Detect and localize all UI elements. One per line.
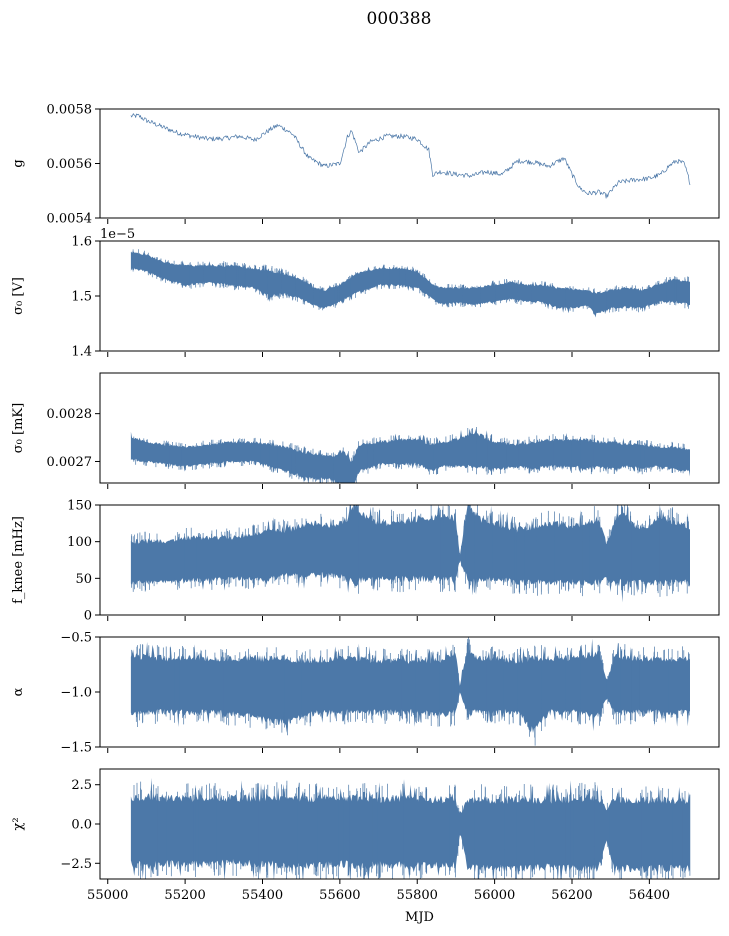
y-tick-label-g-2: 0.0058 <box>47 103 93 118</box>
y-tick-label-alpha-2: −0.5 <box>60 631 92 646</box>
series-band-sigma0_V <box>130 251 690 318</box>
series-whiskers-alpha <box>131 637 690 746</box>
series-whiskers-fknee <box>131 505 689 597</box>
y-tick-label-fknee-0: 0 <box>84 609 92 624</box>
y-tick-label-sigma0_V-1: 1.5 <box>71 290 92 305</box>
y-tick-label-g-0: 0.0054 <box>47 212 93 227</box>
x-tick-label-7: 56400 <box>629 888 670 903</box>
panel-chi2: −2.5 0.0 2.5 χ² 55000 55200 55400 55600 55800 560… <box>11 768 720 925</box>
panel-g: 0.0054 0.0056 0.0058 g <box>11 103 720 227</box>
x-tick-label-5: 56000 <box>474 888 515 903</box>
x-axis-label: MJD <box>405 910 434 925</box>
series-line-g <box>130 113 691 199</box>
x-tick-label-2: 55400 <box>242 888 283 903</box>
y-tick-label-fknee-2: 100 <box>67 535 92 550</box>
axes-frame-g <box>99 108 720 219</box>
x-tick-label-4: 55800 <box>397 888 438 903</box>
y-axis-label-sigma0_V: σ₀ [V] <box>11 277 26 315</box>
y-axis-label-chi2: χ² <box>11 817 26 830</box>
figure-title: 000388 <box>367 9 432 29</box>
series-whiskers-chi2 <box>133 780 691 879</box>
y-tick-label-fknee-3: 150 <box>67 499 92 514</box>
series-whiskers-sigma0_V <box>131 249 689 315</box>
panel-fknee: 0 50 100 150 f_knee [mHz] <box>11 499 720 624</box>
x-tick-label-3: 55600 <box>319 888 360 903</box>
y-tick-label-g-1: 0.0056 <box>47 157 93 172</box>
y-tick-label-sigma0_mK-0: 0.0027 <box>47 455 93 470</box>
panel-alpha: −1.5 −1.0 −0.5 α <box>11 631 720 756</box>
series-band-fknee <box>130 505 690 603</box>
y-tick-label-fknee-1: 50 <box>75 572 92 587</box>
y-axis-label-sigma0_mK: σ₀ [mK] <box>11 403 26 453</box>
y-tick-label-chi2-0: −2.5 <box>60 857 92 872</box>
x-tick-label-1: 55200 <box>164 888 205 903</box>
y-tick-label-alpha-1: −1.0 <box>60 686 92 701</box>
x-tick-label-6: 56200 <box>551 888 592 903</box>
y-tick-label-alpha-0: −1.5 <box>60 741 92 756</box>
series-whiskers-sigma0_mK <box>133 427 685 483</box>
y-tick-label-sigma0_V-0: 1.4 <box>71 345 92 360</box>
x-tick-label-0: 55000 <box>87 888 128 903</box>
y-tick-label-chi2-2: 2.5 <box>71 778 92 793</box>
y-axis-label-fknee: f_knee [mHz] <box>11 516 26 604</box>
y-tick-label-chi2-1: 0.0 <box>71 818 92 833</box>
axes-frame-sigma0_mK <box>99 372 720 484</box>
offset-text-sigma0_V: 1e−5 <box>100 227 135 242</box>
panel-sigma0_mK: 0.0027 0.0028 σ₀ [mK] <box>11 372 720 489</box>
panel-sigma0_V: 1.4 1.5 1.6 σ₀ [V] 1e−5 <box>11 227 720 360</box>
y-axis-label-g: g <box>11 159 26 167</box>
series-band-alpha <box>130 638 690 733</box>
y-tick-label-sigma0_V-2: 1.6 <box>71 235 92 250</box>
y-axis-label-alpha: α <box>11 687 26 696</box>
y-tick-label-sigma0_mK-1: 0.0028 <box>47 407 93 422</box>
axes-frame-fknee <box>99 504 720 616</box>
